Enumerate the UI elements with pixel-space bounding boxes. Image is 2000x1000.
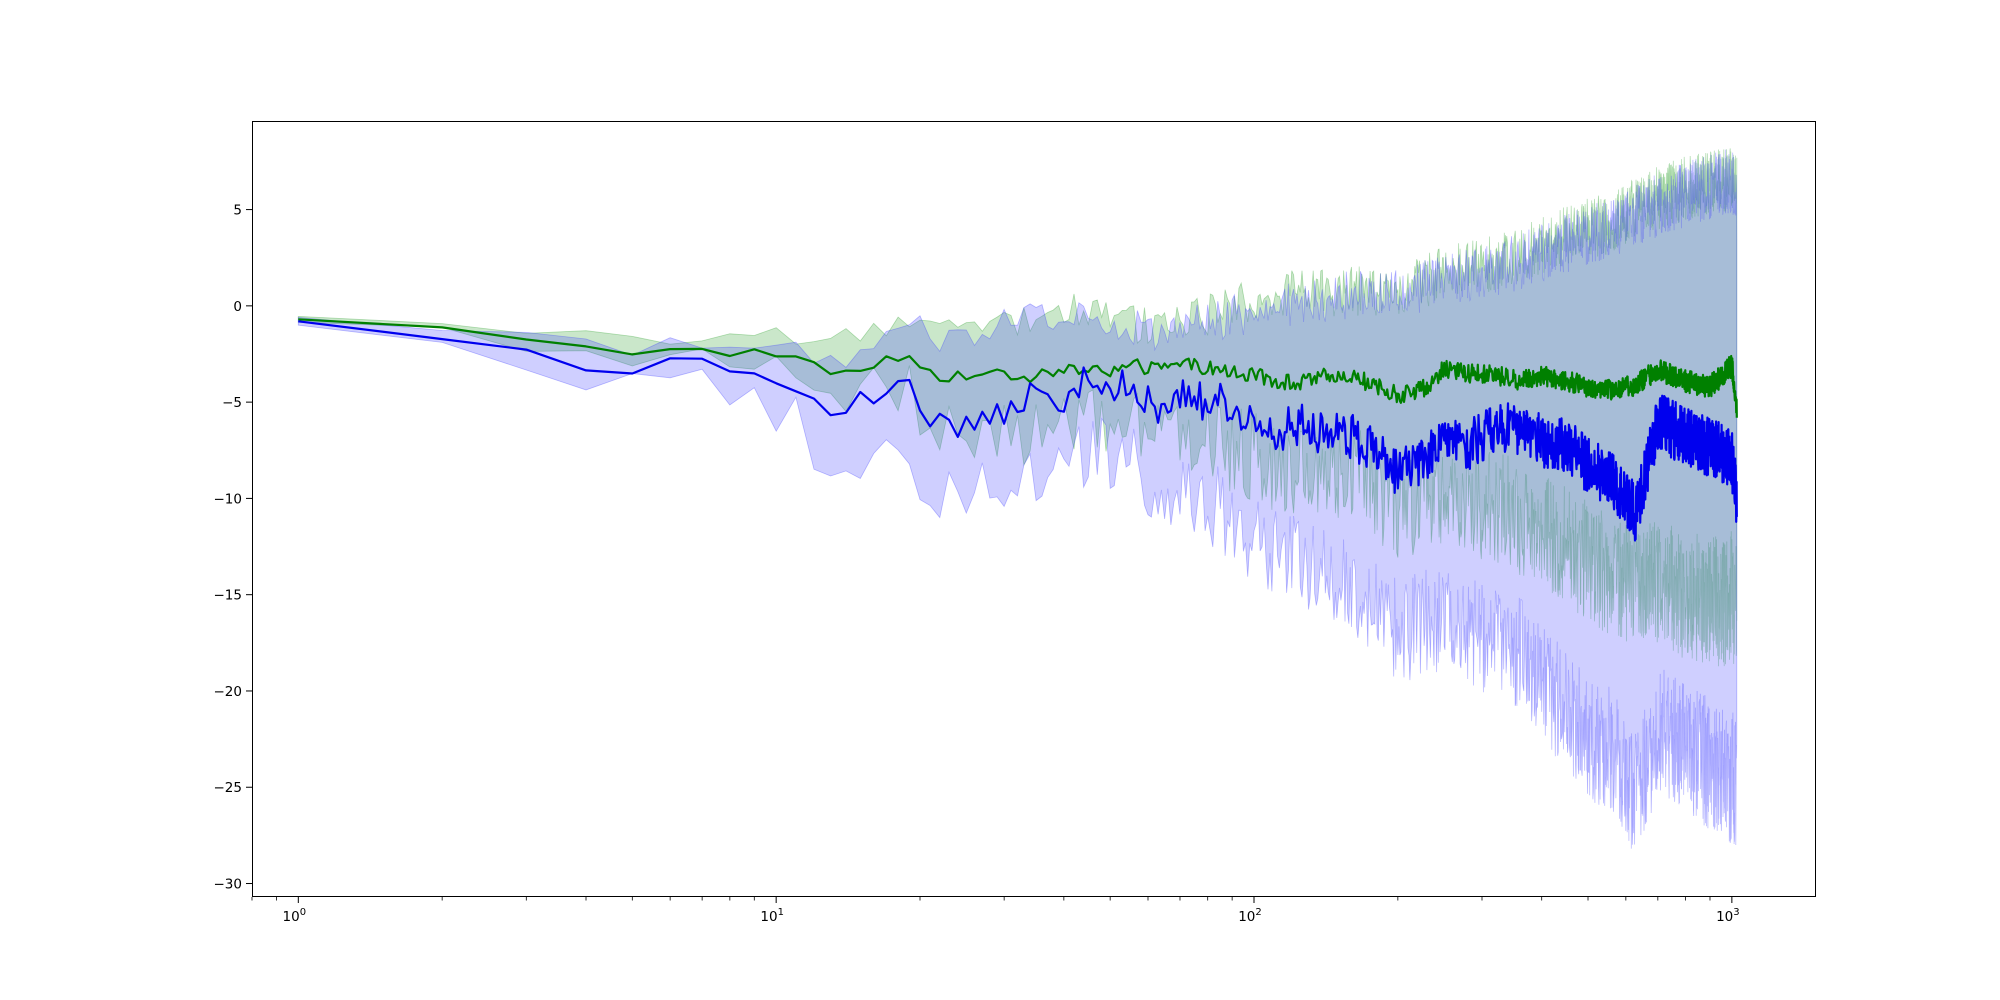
- confidence-band-1: [297, 148, 1738, 667]
- series-line-1: [298, 318, 1738, 418]
- y-tick-label: −10: [214, 491, 243, 507]
- y-tick-label: −20: [214, 684, 243, 700]
- axes-frame: [252, 121, 1816, 897]
- y-tick-label: 0: [233, 299, 242, 315]
- series-line-2: [298, 320, 1738, 542]
- y-tick-label: −15: [214, 588, 243, 604]
- y-tick-label: 5: [233, 203, 242, 219]
- confidence-bands: [297, 148, 1738, 849]
- series-lines: [298, 318, 1738, 542]
- x-tick-label: 103: [1716, 907, 1740, 925]
- x-tick-label: 100: [283, 907, 307, 925]
- x-axis: 100 101 102 103: [251, 897, 1740, 925]
- x-tick-label: 101: [760, 907, 784, 925]
- confidence-band-2: [297, 149, 1738, 849]
- y-tick-label: −30: [214, 877, 243, 893]
- y-tick-label: −25: [214, 780, 243, 796]
- y-axis: 5 0 −5 −10 −15 −20 −25 −30: [214, 203, 252, 893]
- plot-area: [297, 148, 1738, 849]
- x-tick-label: 102: [1238, 907, 1262, 925]
- y-tick-label: −5: [222, 395, 242, 411]
